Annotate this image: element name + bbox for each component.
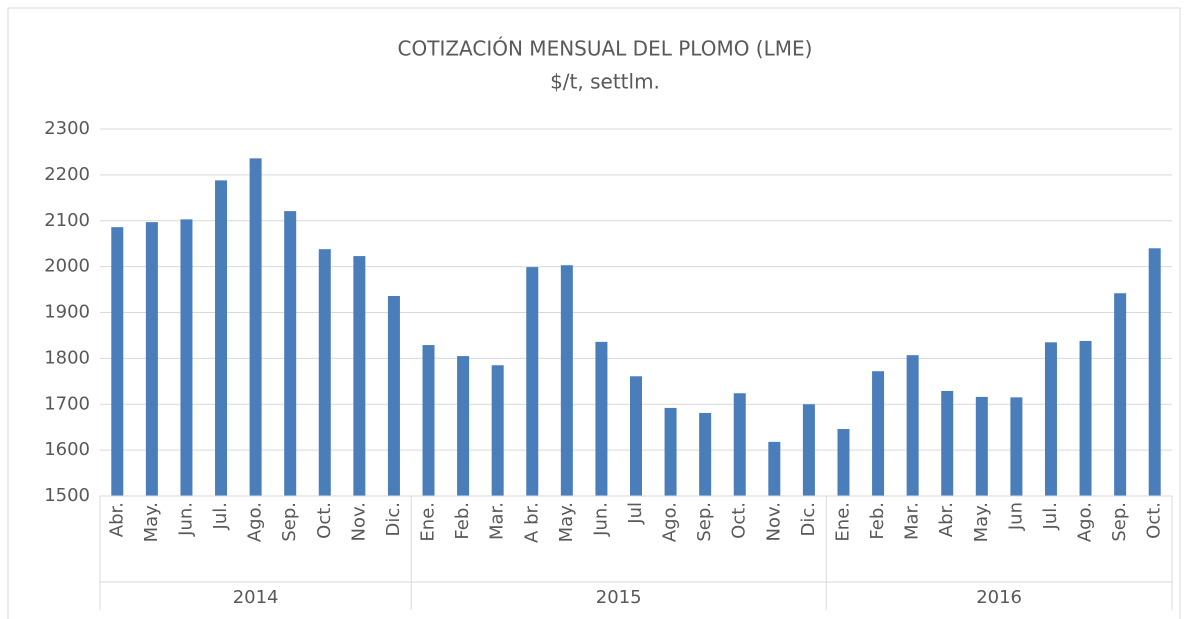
x-tick-label: Oct. — [314, 502, 335, 539]
bar — [560, 265, 573, 496]
x-tick-label: Jun. — [590, 502, 611, 537]
bar — [145, 222, 158, 496]
bar — [733, 393, 746, 496]
chart-frame — [7, 7, 1181, 619]
bar — [318, 249, 331, 496]
bar — [664, 407, 677, 496]
x-tick-label: Sep. — [279, 502, 300, 542]
bar — [1010, 397, 1023, 496]
x-tick-label: Jun — [1005, 502, 1026, 531]
x-tick-label: Feb. — [452, 502, 473, 540]
bar — [906, 355, 919, 496]
y-tick-label: 1800 — [44, 347, 90, 368]
x-tick-label: Jun. — [175, 502, 196, 537]
x-tick-label: Ene. — [832, 502, 853, 542]
x-tick-label: Sep. — [1109, 502, 1130, 542]
x-tick-label: Sep. — [694, 502, 715, 542]
bar — [387, 295, 400, 496]
x-tick-label: May. — [971, 502, 992, 542]
bar — [837, 429, 850, 496]
y-tick-label: 1500 — [44, 485, 90, 506]
bar — [526, 267, 539, 496]
x-tick-label: Feb. — [867, 502, 888, 540]
x-tick-label: May. — [556, 502, 577, 542]
x-tick-label: Jul — [625, 502, 646, 525]
y-tick-label: 2100 — [44, 210, 90, 231]
y-tick-label: 1600 — [44, 439, 90, 460]
x-tick-label: Mar. — [487, 502, 508, 540]
x-tick-label: A br. — [521, 502, 542, 543]
y-tick-label: 1700 — [44, 393, 90, 414]
x-tick-label: Abr. — [106, 502, 127, 537]
x-tick-label: Dic. — [383, 502, 404, 536]
bar — [422, 345, 435, 496]
bar — [353, 256, 366, 496]
y-tick-label: 2200 — [44, 164, 90, 185]
bar — [457, 356, 470, 496]
x-tick-label: Nov. — [763, 502, 784, 541]
x-tick-label: Ene. — [418, 502, 439, 542]
group-label: 2016 — [976, 587, 1022, 608]
x-tick-label: Ago. — [245, 502, 266, 542]
bar — [595, 341, 608, 496]
bar — [491, 365, 504, 496]
bar — [1148, 248, 1161, 496]
x-tick-label: Mar. — [902, 502, 923, 540]
x-tick-label: Nov. — [348, 502, 369, 541]
bar — [1079, 340, 1092, 496]
y-tick-label: 1900 — [44, 302, 90, 323]
x-tick-label: Dic. — [798, 502, 819, 536]
x-tick-label: Jul. — [210, 502, 231, 530]
y-tick-label: 2000 — [44, 256, 90, 277]
bar — [249, 158, 262, 497]
bar — [975, 396, 988, 496]
group-label: 2015 — [596, 587, 642, 608]
x-tick-label: May. — [141, 502, 162, 542]
bar — [111, 227, 124, 497]
x-tick-label: Oct. — [1144, 502, 1165, 539]
bar — [630, 376, 642, 496]
bar — [872, 371, 885, 496]
x-tick-label: Ago. — [660, 502, 681, 542]
x-tick-label: Ago. — [1075, 502, 1096, 542]
chart-subtitle: $/t, settlm. — [550, 70, 660, 94]
bar — [1114, 293, 1127, 496]
bar — [941, 390, 954, 496]
x-tick-label: Jul. — [1040, 502, 1061, 530]
x-tick-label: Oct. — [729, 502, 750, 539]
bar — [1044, 342, 1057, 496]
bar — [284, 211, 297, 496]
bar — [215, 180, 228, 496]
bar — [768, 441, 781, 496]
y-tick-label: 2300 — [44, 118, 90, 139]
bar — [802, 404, 815, 496]
group-label: 2014 — [233, 587, 279, 608]
bar — [699, 412, 712, 496]
x-tick-label: Abr. — [936, 502, 957, 537]
bar — [180, 219, 193, 496]
chart-title: COTIZACIÓN MENSUAL DEL PLOMO (LME) — [398, 37, 813, 61]
